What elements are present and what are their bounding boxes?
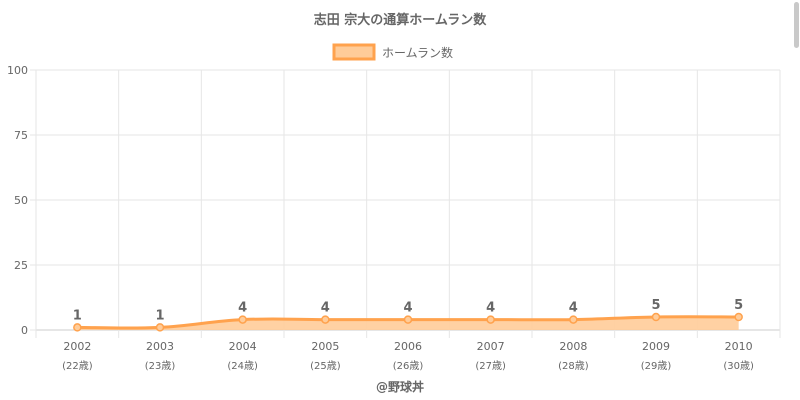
data-point — [486, 315, 495, 324]
data-point — [155, 323, 165, 332]
data-labels: 1 1 4 4 4 4 4 5 5 — [73, 298, 743, 323]
chart-title: 志田 宗大の通算ホームラン数 — [314, 12, 487, 28]
data-label: 4 — [238, 301, 247, 316]
y-axis: 0 25 50 75 100 — [7, 64, 28, 337]
x-tick-label: 2010 — [725, 340, 753, 353]
data-point — [321, 315, 330, 324]
data-label: 5 — [734, 298, 743, 313]
x-tick-label: 2006 — [394, 340, 422, 353]
data-label: 4 — [403, 301, 412, 316]
x-axis: 2002 (22歳) 2003 (23歳) 2004 (24歳) 2005 (25歳) 2006… — [62, 340, 754, 372]
x-tick-sublabel: (28歳) — [558, 360, 589, 372]
data-point — [403, 315, 413, 324]
x-tick-sublabel: (30歳) — [723, 360, 754, 372]
x-tick-sublabel: (29歳) — [641, 360, 672, 372]
scrollbar[interactable] — [792, 0, 800, 400]
y-tick-label: 100 — [7, 64, 28, 77]
data-point — [651, 312, 661, 322]
legend-label: ホームラン数 — [382, 45, 453, 60]
x-tick-label: 2005 — [311, 340, 339, 353]
y-tick-label: 50 — [14, 194, 28, 207]
data-label: 1 — [73, 308, 82, 323]
x-tick-label: 2003 — [146, 340, 174, 353]
y-tick-label: 0 — [21, 324, 28, 337]
legend[interactable]: ホームラン数 — [332, 43, 453, 61]
data-point — [569, 315, 578, 324]
x-tick-label: 2007 — [477, 340, 505, 353]
data-point — [734, 312, 743, 322]
x-tick-sublabel: (22歳) — [62, 360, 93, 372]
grid — [30, 69, 781, 338]
x-tick-sublabel: (23歳) — [145, 360, 176, 372]
scrollbar-thumb[interactable] — [794, 2, 799, 48]
data-label: 1 — [155, 308, 164, 323]
data-points — [73, 312, 743, 332]
x-tick-sublabel: (26歳) — [393, 360, 424, 372]
x-tick-label: 2002 — [63, 340, 91, 353]
legend-swatch — [332, 43, 376, 61]
data-label: 5 — [651, 298, 660, 313]
data-label: 4 — [321, 301, 330, 316]
x-tick-label: 2009 — [642, 340, 670, 353]
data-label: 4 — [569, 301, 578, 316]
x-tick-label: 2004 — [229, 340, 257, 353]
data-point — [238, 315, 247, 324]
x-tick-sublabel: (25歳) — [310, 360, 341, 372]
x-tick-sublabel: (24歳) — [227, 360, 258, 372]
x-tick-label: 2008 — [559, 340, 587, 353]
footer-credit: @野球丼 — [376, 379, 424, 394]
x-tick-sublabel: (27歳) — [475, 360, 506, 372]
data-label: 4 — [486, 301, 495, 316]
data-point — [73, 323, 82, 332]
y-tick-label: 25 — [14, 259, 28, 272]
y-tick-label: 75 — [14, 129, 28, 142]
